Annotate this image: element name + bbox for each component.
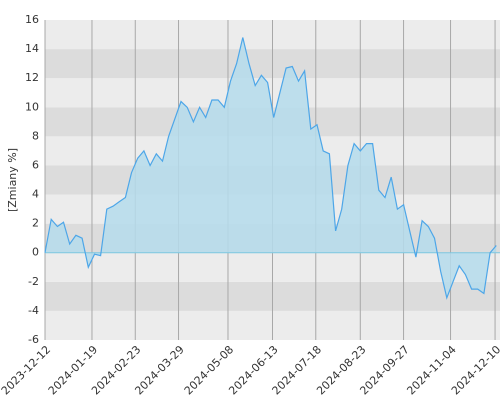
y-tick-label: 12 (25, 71, 39, 84)
y-tick-label: 10 (25, 100, 39, 113)
y-tick-label: 8 (32, 129, 39, 142)
y-tick-label: 16 (25, 13, 39, 26)
y-tick-label: 14 (25, 42, 39, 55)
y-tick-label: -4 (28, 304, 39, 317)
area (45, 37, 497, 298)
x-tick-label: 2023-12-12 (0, 343, 53, 397)
line (44, 37, 497, 300)
y-tick-label: 6 (32, 158, 39, 171)
y-tick-label: 0 (32, 246, 39, 259)
y-tick-label: 4 (32, 188, 39, 201)
y-axis-label: [Zmiany %] (6, 148, 19, 212)
y-tick-label: -2 (28, 275, 39, 288)
y-tick-label: 2 (32, 217, 39, 230)
y-tick-label: -6 (28, 333, 39, 346)
